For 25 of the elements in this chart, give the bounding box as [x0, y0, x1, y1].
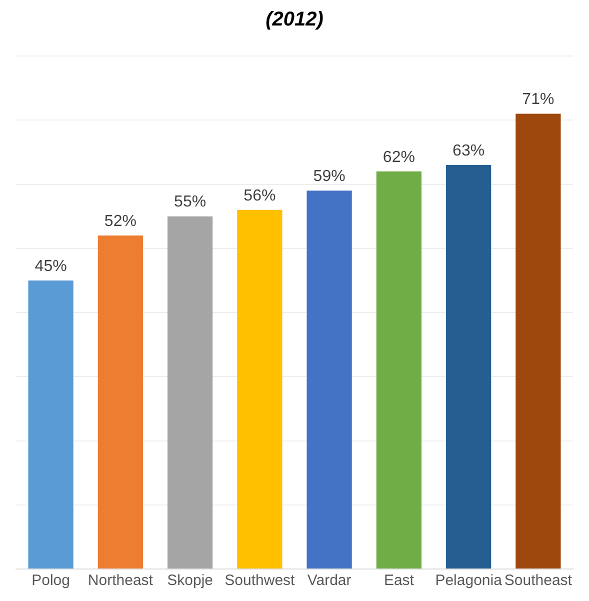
x-tick-label: Northeast [88, 572, 154, 590]
bar [516, 114, 561, 568]
bar [237, 210, 282, 568]
bar [168, 216, 213, 568]
bar [28, 280, 74, 568]
bar [446, 165, 492, 568]
data-label: 45% [34, 258, 67, 275]
data-label: 62% [382, 148, 415, 166]
bar [98, 236, 143, 568]
data-label: 52% [104, 212, 136, 230]
x-tick-label: Pelagonia [435, 572, 503, 590]
data-label: 55% [174, 194, 206, 211]
x-tick-label: Skopje [167, 572, 213, 590]
x-tick-label: Southwest [224, 572, 296, 590]
data-label: 56% [244, 187, 276, 204]
x-tick-label: Southeast [504, 572, 573, 590]
x-tick-label: East [384, 572, 415, 590]
data-label: 59% [313, 168, 346, 186]
x-tick-label: Polog [32, 572, 70, 590]
data-label: 71% [522, 91, 554, 108]
chart-title: (2012) [266, 8, 324, 31]
x-tick-label: Vardar [307, 572, 352, 590]
data-label: 63% [452, 142, 485, 160]
bar [306, 190, 352, 568]
bar [376, 171, 422, 568]
